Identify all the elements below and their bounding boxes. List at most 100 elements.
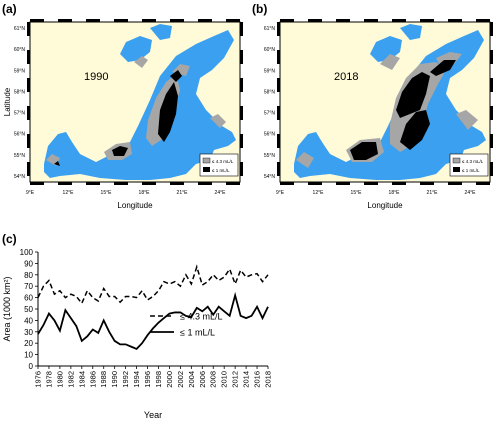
- frame-tick-right: [240, 106, 243, 120]
- frame-tick-bottom: [280, 182, 294, 185]
- frame-tick-bottom: [142, 182, 156, 185]
- lat-tick-label: 58°N: [14, 89, 26, 95]
- frame-tick-top: [364, 19, 378, 22]
- frame-tick-top: [308, 19, 322, 22]
- anoxic-region: [400, 110, 430, 150]
- frame-tick-bottom: [420, 182, 434, 185]
- x-tick-label: 1990: [110, 371, 119, 388]
- frame-tick-left: [27, 22, 30, 36]
- frame-tick-top: [448, 19, 462, 22]
- x-tick-label: 1986: [88, 371, 97, 388]
- x-tick-label: 1992: [121, 371, 130, 388]
- hypoxic-region: [456, 110, 478, 130]
- y-tick-label: 30: [24, 328, 33, 337]
- y-tick-label: 10: [24, 351, 33, 360]
- x-tick-label: 1996: [143, 371, 152, 388]
- panel-label-b: (b): [252, 2, 268, 16]
- frame-tick-bottom: [308, 182, 322, 185]
- lat-tick-label: 54°N: [14, 174, 26, 180]
- frame-tick-top: [170, 19, 184, 22]
- frame-tick-bottom: [226, 182, 240, 185]
- anoxic-region: [350, 142, 378, 160]
- lat-tick-label: 61°N: [264, 26, 276, 32]
- frame-tick-right: [490, 162, 493, 176]
- panel-label-a: (a): [2, 2, 17, 16]
- anoxic-region: [430, 60, 456, 76]
- hypoxic-region: [296, 152, 314, 168]
- frame-tick-bottom: [58, 182, 72, 185]
- lon-tick-label: 21°E: [177, 190, 189, 196]
- frame-tick-bottom: [476, 182, 490, 185]
- frame-tick-right: [240, 22, 243, 36]
- lon-tick-label: 24°E: [465, 190, 477, 196]
- y-tick-label: 70: [24, 282, 33, 291]
- legend-swatch-hypoxic: [202, 157, 211, 164]
- legend-swatch-anoxic: [453, 167, 460, 172]
- y-tick-label: 90: [24, 259, 33, 268]
- lat-tick-label: 60°N: [14, 47, 26, 53]
- frame-tick-left: [277, 162, 280, 176]
- lat-tick-label: 54°N: [264, 174, 276, 180]
- frame-tick-left: [27, 162, 30, 176]
- lat-tick-label: 59°N: [264, 68, 276, 74]
- frame-tick-right: [490, 50, 493, 64]
- x-tick-label: 2018: [264, 371, 273, 388]
- legend-label-hypoxic: ≤ 4.3 mL/L: [180, 312, 222, 322]
- lon-tick-label: 9°E: [276, 190, 285, 196]
- lat-tick-label: 57°N: [264, 111, 276, 117]
- anoxic-region: [112, 146, 128, 156]
- frame-tick-right: [240, 78, 243, 92]
- series-line-hypoxic: [37, 264, 269, 305]
- x-tick-label: 2012: [231, 371, 240, 388]
- sea-area: [400, 24, 422, 40]
- x-tick-label: 2008: [209, 371, 218, 388]
- x-tick-label: 2016: [253, 371, 262, 388]
- map-ylabel: Latitude: [3, 87, 12, 116]
- map-1990: 9°E 12°E 15°E 18°E 21°E 24°E 54°N 55°N 56°N 57°N 5…: [3, 19, 243, 210]
- lat-tick-label: 55°N: [14, 153, 26, 159]
- x-tick-label: 1980: [55, 371, 64, 388]
- lon-tick-label: 15°E: [101, 190, 113, 196]
- frame-tick-right: [240, 50, 243, 64]
- legend-label-anoxic: ≤ 1 mL/L: [212, 168, 230, 173]
- hypoxic-region: [210, 114, 226, 128]
- lat-tick-label: 61°N: [14, 26, 26, 32]
- map-2018: 9°E 12°E 15°E 18°E 21°E 24°E 54°N 55°N 56°N 57°N 5…: [264, 19, 493, 210]
- frame-tick-top: [392, 19, 406, 22]
- frame-tick-left: [277, 106, 280, 120]
- frame-tick-top: [280, 19, 294, 22]
- map-frame: [279, 21, 491, 183]
- frame-tick-bottom: [170, 182, 184, 185]
- map-year-label: 2018: [334, 71, 358, 83]
- frame-tick-top: [476, 19, 490, 22]
- lon-tick-label: 18°E: [389, 190, 401, 196]
- frame-tick-right: [240, 134, 243, 148]
- anoxic-region: [170, 70, 182, 82]
- legend-label-hypoxic: ≤ 4.3 mL/L: [462, 159, 484, 164]
- lat-tick-label: 58°N: [264, 89, 276, 95]
- sea-area: [120, 36, 152, 62]
- lon-tick-label: 21°E: [427, 190, 439, 196]
- x-tick-label: 1982: [66, 371, 75, 388]
- panel-label-c: (c): [2, 232, 17, 246]
- x-axis-title: Year: [144, 410, 162, 420]
- lon-tick-label: 15°E: [351, 190, 363, 196]
- frame-tick-bottom: [448, 182, 462, 185]
- legend-swatch-hypoxic: [452, 157, 461, 164]
- lon-tick-label: 18°E: [139, 190, 151, 196]
- frame-tick-top: [198, 19, 212, 22]
- y-tick-label: 60: [24, 294, 33, 303]
- frame-tick-bottom: [336, 182, 350, 185]
- frame-tick-bottom: [30, 182, 44, 185]
- frame-tick-right: [490, 78, 493, 92]
- lon-tick-label: 12°E: [313, 190, 325, 196]
- legend-label-hypoxic: ≤ 4.3 mL/L: [212, 159, 234, 164]
- x-tick-label: 1978: [44, 371, 53, 388]
- frame-tick-bottom: [114, 182, 128, 185]
- x-tick-label: 2014: [242, 371, 251, 388]
- x-tick-label: 1998: [154, 371, 163, 388]
- frame-tick-right: [490, 134, 493, 148]
- map-xlabel: Longitude: [117, 201, 153, 210]
- x-tick-label: 1984: [77, 371, 86, 388]
